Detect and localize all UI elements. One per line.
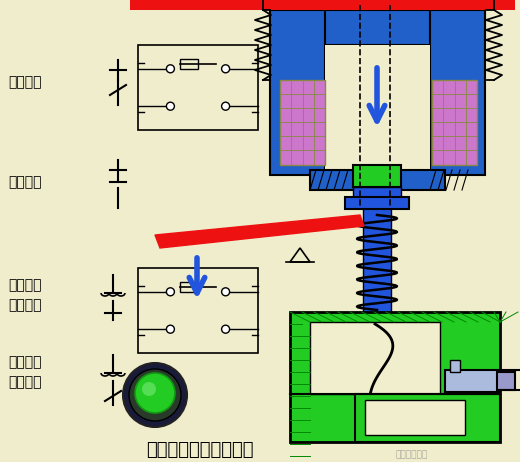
Circle shape	[135, 373, 175, 413]
Bar	[450, 360, 460, 372]
Bar	[445, 370, 500, 392]
Bar	[363, 0, 391, 420]
Text: 断电延时型时间继电器: 断电延时型时间继电器	[146, 441, 254, 459]
Circle shape	[222, 288, 230, 296]
Bar	[130, 0, 515, 10]
Bar	[355, 394, 500, 442]
Polygon shape	[155, 215, 364, 248]
Bar	[353, 165, 401, 187]
Circle shape	[166, 325, 174, 333]
Text: 瞬动常闭: 瞬动常闭	[8, 75, 42, 89]
Bar	[138, 268, 258, 353]
Bar	[138, 45, 258, 130]
Circle shape	[222, 65, 230, 73]
Circle shape	[166, 288, 174, 296]
Bar	[180, 59, 198, 69]
Bar	[270, 10, 325, 175]
Bar	[345, 197, 409, 209]
Bar	[310, 170, 445, 190]
Bar	[365, 400, 465, 435]
Circle shape	[222, 325, 230, 333]
Bar	[497, 372, 515, 390]
Bar	[432, 80, 477, 165]
Circle shape	[166, 65, 174, 73]
Bar	[310, 322, 440, 394]
Bar	[270, 10, 485, 45]
Text: 精品课程专用: 精品课程专用	[395, 450, 427, 460]
Text: 延时闭合
常闭触头: 延时闭合 常闭触头	[8, 355, 42, 389]
Circle shape	[142, 382, 156, 396]
Circle shape	[123, 363, 187, 427]
Text: 瞬动常开: 瞬动常开	[8, 175, 42, 189]
Bar	[290, 312, 500, 442]
Bar	[280, 80, 325, 165]
Circle shape	[129, 369, 181, 421]
Bar	[353, 187, 401, 202]
Bar	[325, 45, 430, 175]
Text: 延时断开
常开触头: 延时断开 常开触头	[8, 278, 42, 312]
Circle shape	[166, 102, 174, 110]
Bar	[180, 282, 198, 292]
Circle shape	[222, 102, 230, 110]
Bar	[430, 10, 485, 175]
